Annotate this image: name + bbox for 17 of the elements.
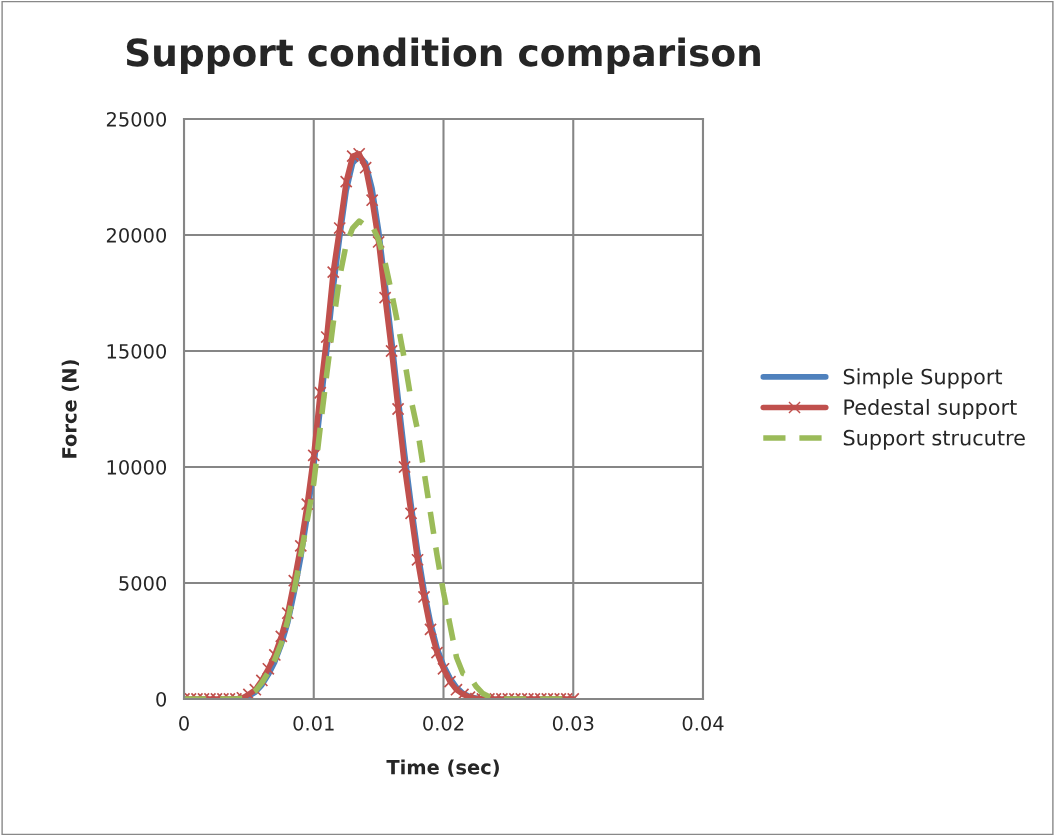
chart-title: Support condition comparison [126, 37, 760, 74]
legend-label: Support strucutre [843, 429, 1025, 450]
x-tick-label: 0.03 [552, 716, 594, 731]
y-tick-label: 0 [156, 691, 167, 707]
x-axis-title: Time (sec) [386, 759, 499, 777]
x-tick-label: 0.04 [682, 716, 724, 731]
x-tick-label: 0.01 [293, 716, 334, 731]
legend-label: Simple Support [843, 368, 1003, 389]
y-tick-label: 20000 [106, 227, 167, 243]
y-axis-title: Force (N) [61, 360, 79, 458]
x-tick-label: 0.02 [423, 716, 464, 731]
y-tick-label: 15000 [107, 343, 167, 359]
y-tick-label: 25000 [106, 111, 167, 127]
y-tick-label: 5000 [119, 575, 167, 591]
legend-label: Pedestal support [844, 398, 1017, 420]
x-tick-label: 0 [179, 716, 189, 731]
y-tick-label: 10000 [107, 459, 167, 475]
